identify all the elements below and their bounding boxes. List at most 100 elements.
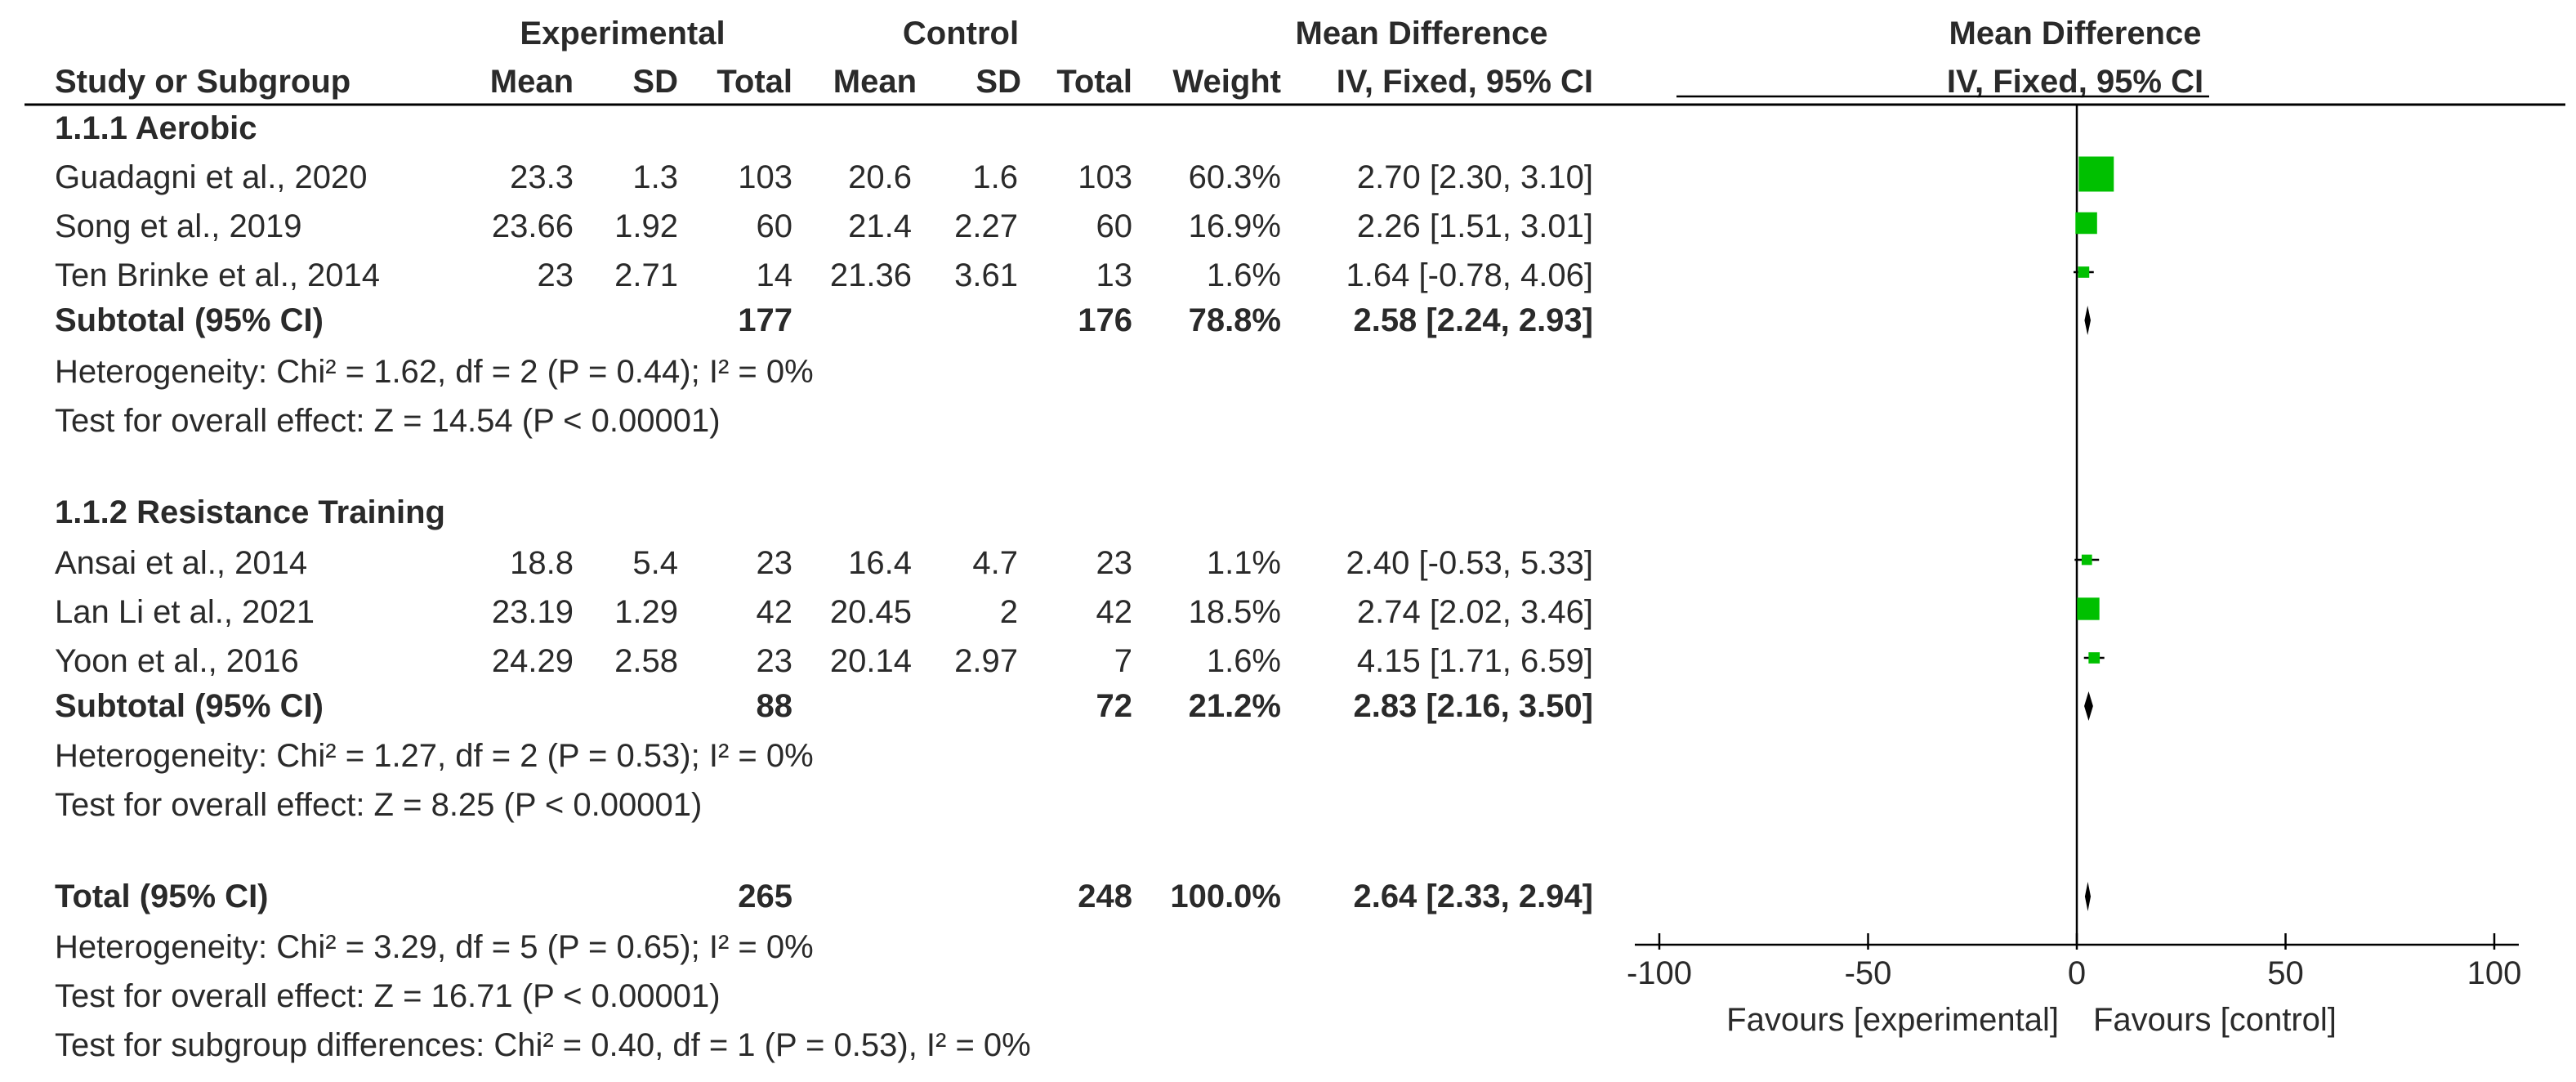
subtotal-row: Subtotal (95% CI) 88 72 21.2% 2.83 [2.16… <box>55 688 1593 724</box>
study-name: Song et al., 2019 <box>55 208 301 244</box>
heterogeneity: Heterogeneity: Chi² = 1.62, df = 2 (P = … <box>55 354 814 390</box>
exp-total: 23 <box>757 545 793 581</box>
total-row: Total (95% CI) 265 248 100.0% 2.64 [2.33… <box>55 879 1593 914</box>
exp-mean: 18.8 <box>510 545 574 581</box>
ctl-total: 60 <box>1096 208 1133 244</box>
exp-mean: 24.29 <box>492 643 574 679</box>
study-name: Ansai et al., 2014 <box>55 545 307 581</box>
x-tick-label: 0 <box>2068 955 2086 991</box>
total-ctl-total: 248 <box>1078 879 1132 914</box>
exp-sd: 1.29 <box>614 594 678 630</box>
ctl-total: 103 <box>1078 159 1132 195</box>
header-plot-mean-difference: Mean Difference <box>1949 16 2202 51</box>
x-tick-label: -50 <box>1845 955 1892 991</box>
ctl-mean: 20.6 <box>848 159 912 195</box>
ctl-mean: 21.36 <box>830 257 912 293</box>
study-row: Ten Brinke et al., 2014 23 2.71 14 21.36… <box>55 257 1593 293</box>
total-overall-effect: Test for overall effect: Z = 16.71 (P < … <box>55 978 721 1014</box>
ctl-mean: 20.45 <box>830 594 912 630</box>
exp-sd: 5.4 <box>632 545 678 581</box>
header-study: Study or Subgroup <box>55 64 350 100</box>
x-tick-label: -100 <box>1627 955 1692 991</box>
subtotal-ci: 2.83 [2.16, 3.50] <box>1353 688 1593 724</box>
study-name: Guadagni et al., 2020 <box>55 159 368 195</box>
exp-mean: 23.19 <box>492 594 574 630</box>
study-name: Lan Li et al., 2021 <box>55 594 315 630</box>
exp-mean: 23.66 <box>492 208 574 244</box>
ctl-sd: 1.6 <box>972 159 1018 195</box>
total-heterogeneity: Heterogeneity: Chi² = 3.29, df = 5 (P = … <box>55 929 814 965</box>
heterogeneity: Heterogeneity: Chi² = 1.27, df = 2 (P = … <box>55 738 814 774</box>
study-row: Ansai et al., 2014 18.8 5.4 23 16.4 4.7 … <box>55 545 1593 581</box>
ci: 1.64 [-0.78, 4.06] <box>1346 257 1593 293</box>
study-name: Yoon et al., 2016 <box>55 643 299 679</box>
ctl-sd: 2.27 <box>954 208 1018 244</box>
study-marker <box>2078 156 2114 192</box>
total-exp-total: 265 <box>738 879 792 914</box>
study-row: Song et al., 2019 23.66 1.92 60 21.4 2.2… <box>55 208 1593 244</box>
ctl-mean: 16.4 <box>848 545 912 581</box>
group-title: 1.1.2 Resistance Training <box>55 494 445 530</box>
subtotal-weight: 78.8% <box>1189 302 1281 338</box>
total-weight: 100.0% <box>1170 879 1281 914</box>
header-ctl-mean: Mean <box>833 64 917 100</box>
ctl-sd: 2 <box>1000 594 1018 630</box>
header-exp-total: Total <box>717 64 792 100</box>
weight: 1.6% <box>1207 257 1281 293</box>
study-row: Yoon et al., 2016 24.29 2.58 23 20.14 2.… <box>55 643 1593 679</box>
ci: 2.74 [2.02, 3.46] <box>1357 594 1593 630</box>
subtotal-diamond <box>2084 691 2093 721</box>
subtotal-label: Subtotal (95% CI) <box>55 688 324 724</box>
ctl-total: 23 <box>1096 545 1133 581</box>
header-method: IV, Fixed, 95% CI <box>1337 64 1593 100</box>
study-row: Lan Li et al., 2021 23.19 1.29 42 20.45 … <box>55 594 1593 630</box>
subtotal-ci: 2.58 [2.24, 2.93] <box>1353 302 1593 338</box>
ci: 2.40 [-0.53, 5.33] <box>1346 545 1593 581</box>
header-exp-sd: SD <box>632 64 678 100</box>
ctl-mean: 20.14 <box>830 643 912 679</box>
subtotal-exp-total: 177 <box>738 302 792 338</box>
study-marker <box>2075 212 2097 235</box>
plot-area: -100 -50 0 50 100 <box>1627 105 2521 991</box>
ctl-sd: 4.7 <box>972 545 1018 581</box>
total-label: Total (95% CI) <box>55 879 269 914</box>
exp-sd: 1.92 <box>614 208 678 244</box>
header-exp-mean: Mean <box>490 64 574 100</box>
weight: 16.9% <box>1189 208 1281 244</box>
overall-effect: Test for overall effect: Z = 8.25 (P < 0… <box>55 787 702 823</box>
study-name: Ten Brinke et al., 2014 <box>55 257 380 293</box>
header-mean-difference: Mean Difference <box>1296 16 1548 51</box>
study-row: Guadagni et al., 2020 23.3 1.3 103 20.6 … <box>55 159 1593 195</box>
exp-mean: 23.3 <box>510 159 574 195</box>
total-ci: 2.64 [2.33, 2.94] <box>1353 879 1593 914</box>
ctl-total: 42 <box>1096 594 1133 630</box>
ctl-sd: 2.97 <box>954 643 1018 679</box>
weight: 1.1% <box>1207 545 1281 581</box>
subtotal-exp-total: 88 <box>757 688 793 724</box>
subtotal-label: Subtotal (95% CI) <box>55 302 324 338</box>
ctl-sd: 3.61 <box>954 257 1018 293</box>
favours-right: Favours [control] <box>2093 1002 2337 1038</box>
ci: 2.26 [1.51, 3.01] <box>1357 208 1593 244</box>
header-ctl-sd: SD <box>975 64 1021 100</box>
favours-left: Favours [experimental] <box>1726 1002 2059 1038</box>
weight: 60.3% <box>1189 159 1281 195</box>
exp-sd: 1.3 <box>632 159 678 195</box>
study-marker <box>2088 652 2101 664</box>
ctl-total: 7 <box>1114 643 1132 679</box>
overall-effect: Test for overall effect: Z = 14.54 (P < … <box>55 403 721 439</box>
subgroup-differences: Test for subgroup differences: Chi² = 0.… <box>55 1027 1031 1063</box>
subtotal-diamond <box>2084 306 2091 335</box>
exp-sd: 2.71 <box>614 257 678 293</box>
subtotal-weight: 21.2% <box>1189 688 1281 724</box>
header-ctl-total: Total <box>1056 64 1132 100</box>
header-plot-method: IV, Fixed, 95% CI <box>1947 64 2203 100</box>
total-diamond <box>2084 882 2092 911</box>
exp-total: 103 <box>738 159 792 195</box>
subtotal-ctl-total: 176 <box>1078 302 1132 338</box>
exp-sd: 2.58 <box>614 643 678 679</box>
header-control: Control <box>903 16 1019 51</box>
header-experimental: Experimental <box>520 16 725 51</box>
group-title: 1.1.1 Aerobic <box>55 110 257 146</box>
